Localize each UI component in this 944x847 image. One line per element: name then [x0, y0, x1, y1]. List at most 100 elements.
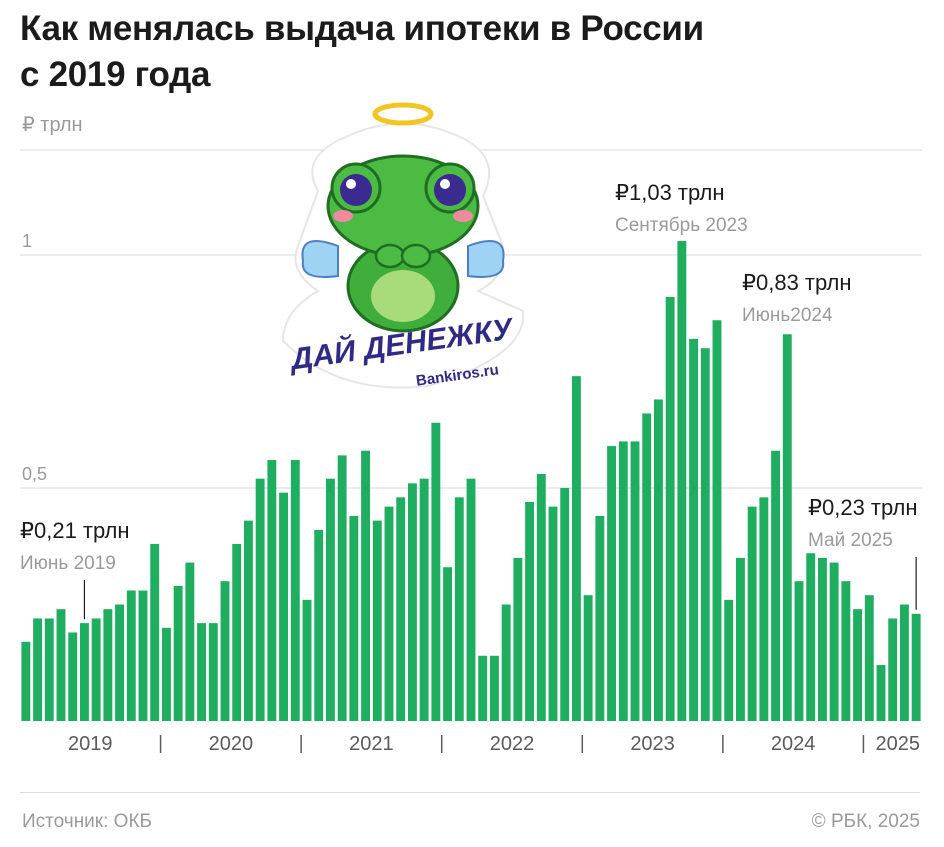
- source-note: Источник: ОКБ: [22, 811, 152, 832]
- bar: [21, 641, 31, 721]
- bar: [56, 609, 66, 721]
- annotation: ₽0,83 трлн Июнь2024: [742, 270, 851, 326]
- bar: [79, 623, 89, 721]
- left-wing-icon: [301, 240, 339, 278]
- bar: [150, 543, 160, 721]
- mortgage-bar-chart: 0,51 2019 2020 2021 2022 2023 2024 2025 ₽0,21 …: [20, 149, 922, 755]
- bar: [642, 413, 652, 721]
- annotation-value: ₽0,23 трлн: [808, 495, 917, 520]
- x-year-label: 2022: [490, 733, 535, 755]
- y-axis-unit: ₽ трлн: [22, 114, 83, 136]
- bar: [689, 338, 699, 721]
- halo-icon: [372, 102, 434, 126]
- bar: [103, 609, 113, 721]
- left-eye-icon: [340, 174, 372, 206]
- bar: [302, 599, 312, 721]
- bar: [888, 618, 898, 721]
- bar: [431, 422, 441, 721]
- annotation: ₽0,23 трлн Май 2025: [808, 495, 917, 610]
- annotation-date: Май 2025: [808, 530, 893, 551]
- bar: [899, 604, 909, 721]
- x-year-label: 2024: [771, 733, 816, 755]
- annotation: ₽0,21 трлн Июнь 2019: [20, 518, 129, 620]
- bar: [372, 520, 382, 721]
- bar: [759, 497, 769, 721]
- bar: [197, 623, 207, 721]
- bar: [864, 595, 874, 721]
- annotation-date: Июнь2024: [742, 305, 833, 326]
- bar: [771, 450, 781, 721]
- y-tick-label: 1: [22, 231, 32, 251]
- right-wing-icon: [467, 240, 505, 278]
- bar: [513, 557, 523, 721]
- annotation-value: ₽0,83 трлн: [742, 270, 851, 295]
- bar: [747, 506, 757, 721]
- annotation-date: Июнь 2019: [20, 553, 116, 574]
- y-tick-labels: 0,51: [22, 231, 47, 484]
- bar: [185, 562, 195, 721]
- bar: [419, 478, 429, 721]
- bar: [267, 460, 277, 721]
- bar: [314, 529, 324, 721]
- bar: [220, 581, 230, 721]
- x-year-label: 2023: [630, 733, 675, 755]
- bar: [653, 399, 663, 721]
- annotation: ₽1,03 трлн Сентябрь 2023: [615, 180, 748, 236]
- bar: [407, 483, 417, 721]
- frog-belly-icon: [371, 270, 435, 322]
- bar: [583, 595, 593, 721]
- bar: [595, 515, 605, 721]
- annotation-date: Сентябрь 2023: [615, 215, 748, 236]
- right-eye-icon: [434, 174, 466, 206]
- bar: [911, 613, 921, 721]
- bar: [396, 497, 406, 721]
- bar: [361, 450, 371, 721]
- x-year-label: 2019: [68, 733, 113, 755]
- bar: [525, 501, 535, 721]
- chart-title: Как менялась выдача ипотеки в России с 2…: [20, 6, 920, 98]
- bar: [489, 655, 499, 721]
- chart-title-line2: с 2019 года: [20, 55, 211, 94]
- chart-title-line1: Как менялась выдача ипотеки в России: [20, 9, 704, 48]
- footer-divider: [20, 792, 920, 793]
- bar: [44, 618, 54, 721]
- copyright-note: © РБК, 2025: [811, 811, 920, 832]
- bar: [68, 632, 78, 721]
- x-year-label: 2025: [876, 733, 921, 755]
- annotation-value: ₽1,03 трлн: [615, 180, 724, 205]
- bar: [607, 446, 617, 721]
- bar: [677, 241, 687, 721]
- bar: [560, 488, 570, 721]
- bar: [571, 376, 581, 721]
- bar-series: [21, 241, 921, 721]
- bar: [243, 520, 253, 721]
- bar: [325, 478, 335, 721]
- bar: [829, 562, 839, 721]
- frog-sticker: ДАЙ ДЕНЕЖКУ Bankiros.ru: [281, 102, 525, 390]
- bar: [478, 655, 488, 721]
- bar: [782, 334, 792, 721]
- bar: [806, 553, 816, 721]
- annotations: ₽0,21 трлн Июнь 2019 ₽1,03 трлн Сентябрь 20…: [20, 180, 917, 620]
- bar: [255, 478, 265, 721]
- bar: [735, 557, 745, 721]
- bar: [876, 665, 886, 721]
- bar: [853, 609, 863, 721]
- bar: [548, 506, 558, 721]
- bar: [841, 581, 851, 721]
- bar: [501, 604, 511, 721]
- bar: [208, 623, 218, 721]
- bar: [33, 618, 43, 721]
- x-axis: 2019 2020 2021 2022 2023 2024 2025: [68, 733, 920, 755]
- bar: [232, 543, 242, 721]
- bar: [454, 497, 464, 721]
- bar: [138, 590, 148, 721]
- annotation-value: ₽0,21 трлн: [20, 518, 129, 543]
- bar: [279, 492, 289, 721]
- bar: [337, 455, 347, 721]
- bar: [91, 618, 101, 721]
- bar: [126, 590, 136, 721]
- bar: [618, 441, 628, 721]
- bar: [630, 441, 640, 721]
- bar: [290, 460, 300, 721]
